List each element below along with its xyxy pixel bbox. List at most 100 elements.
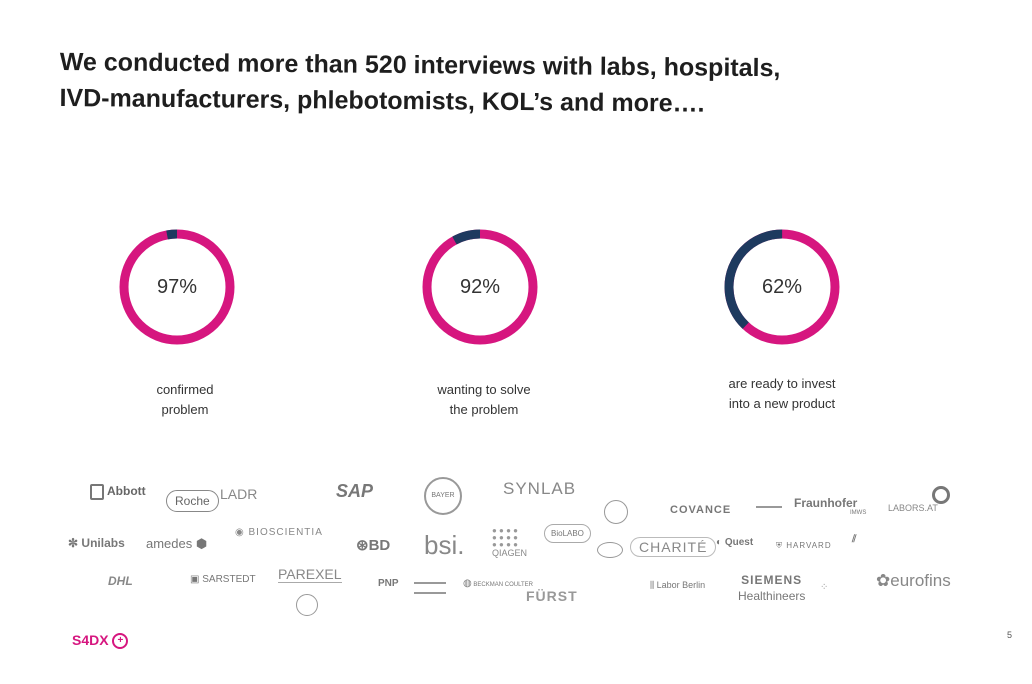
logo-labors: LABORS.AT [888,503,938,513]
donut-percent: 62% [761,276,803,298]
logo-text: LADR [220,486,258,502]
logo-amedes: amedes ⬢ [146,536,207,552]
caption-line-2: into a new product [728,396,836,411]
page-number: 5 [1006,630,1012,640]
logo-labor-berlin: ⫼ Labor Berlin [650,580,705,591]
logo-bioscientia: ◉ BIOSCIENTIA [235,527,323,538]
logo-text: QIAGEN [492,548,528,558]
logo-text: amedes [146,536,193,551]
caption-line-1: are ready to invest [728,376,836,391]
logo-text: Abbott [107,484,146,499]
slide-title: We conducted more than 520 interviews wi… [59,44,860,123]
logo-text: BAYER [431,492,455,499]
logo-text: CHARITÉ [639,539,708,555]
logo-covance: COVANCE [670,504,731,516]
donut-chart [422,229,538,345]
logo-synlab: SYNLAB [503,479,576,499]
logo-text: eurofins [890,571,951,590]
bd-icon: ⊛ [356,537,369,554]
logo-text: LABORS.AT [888,503,938,513]
harvard-shield-icon: ⛨ [776,541,783,550]
bioscientia-icon: ◉ [235,527,245,538]
s4dx-brand-text: S4DX [72,632,109,648]
logo-ladr: LADR [220,486,257,502]
logo-text: SARSTEDT [202,574,256,585]
logo-text: Quest [724,537,754,548]
logo-text: BECKMAN COULTER [473,582,533,588]
logo-quest: ◐ Quest [716,537,753,548]
s4dx-plus-icon: + [112,633,129,650]
logo-text-siemens: SIEMENS [741,573,803,587]
eurofins-icon: ✿ [876,571,891,590]
donut-ready-to-invest: 62% [722,212,852,362]
logo-text: BIOSCIENTIA [248,527,323,538]
logo-roche: Roche [166,490,219,512]
logo-biolabo: BioLABO [544,524,591,543]
caption-wanting-to-solve: wanting to solve the problem [384,380,584,420]
beckman-icon: ◍ [463,578,472,589]
logo-abbott: Abbott [90,484,146,500]
logo-dhl: DHL [108,574,133,588]
dgkl-logo-icon [414,582,446,594]
logo-furst: FÜRST [526,588,578,604]
logo-beckman: ◍ BECKMAN COULTER [463,578,533,589]
s4dx-logo: S4DX + [72,632,129,650]
logo-text: BioLABO [551,529,584,538]
logo-text: HARVARD [786,541,832,550]
logo-sarstedt: ▣ SARSTEDT [190,574,256,585]
it-health-logo-icon [604,500,628,524]
logo-subtext: IMWS [850,510,867,516]
caption-ready-to-invest: are ready to invest into a new product [682,374,882,414]
donut-chart [119,229,235,345]
logo-bayer: BAYER [424,477,462,515]
labors-ring-icon [932,486,950,504]
donut-percent: 92% [459,276,501,298]
logo-text: BD [368,537,391,554]
caption-line-1: confirmed [156,382,214,397]
logo-text: FÜRST [526,588,578,604]
donut-percent: 97% [156,276,198,298]
logo-text: PAREXEL [278,566,342,582]
caption-line-1: wanting to solve [437,382,531,397]
logo-parexel: PAREXEL [278,566,342,583]
unilabs-icon: ✼ [68,536,79,550]
logo-eurofins: ✿eurofins [876,571,951,591]
logo-fraunhofer: Fraunhofer IMWS [794,496,866,516]
caption-line-2: the problem [449,402,519,417]
globe-icon [296,594,318,616]
abbott-icon [90,484,104,500]
donut-wanting-to-solve: 92% [420,212,550,362]
sarstedt-icon: ▣ [190,574,200,585]
logo-sap: SAP [336,481,373,502]
caption-confirmed-problem: confirmed problem [85,380,285,420]
logo-siemens-healthineers: SIEMENS Healthineers [738,572,805,604]
institute-logo-icon: ⫽ [852,534,857,545]
logo-text: SAP [336,481,374,501]
labor-berlin-icon: ⫼ [650,580,655,590]
logo-bsi: bsi. [424,530,464,561]
logo-text: Roche [175,494,210,508]
logo-text: DHL [108,574,133,588]
logo-qiagen: ● ● ● ● ● ● ● ● ● ● ● ● QIAGEN [492,526,528,559]
logo-text: bsi. [424,530,465,560]
donut-chart [724,229,840,345]
logo-text: Labor Berlin [656,580,706,590]
logo-charite: CHARITÉ [630,537,717,557]
logo-pnp: PNP [378,578,399,589]
quest-icon: ◐ [716,537,723,548]
logo-text-healthineers: Healthineers [738,589,806,603]
logo-harvard: ⛨ HARVARD [776,541,832,551]
donut-confirmed-problem: 97% [117,212,247,362]
building-icon [756,492,782,508]
logo-text: Fraunhofer [794,496,858,510]
title-line-2: IVD-manufacturers, phlebotomists, KOL’s … [59,83,705,118]
lab-oval-icon [597,542,623,558]
logo-bd: ⊛BD [356,536,390,554]
amedes-cube-icon: ⬢ [195,536,208,551]
caption-line-2: problem [161,402,209,417]
healthineers-dots-icon: ⁘ [820,582,829,593]
logo-unilabs: ✼ Unilabs [68,536,125,550]
logo-text: COVANCE [670,504,732,516]
logo-text: SYNLAB [503,479,577,498]
qiagen-dots-icon: ● ● ● ● ● ● ● ● ● ● ● ● [492,526,518,549]
